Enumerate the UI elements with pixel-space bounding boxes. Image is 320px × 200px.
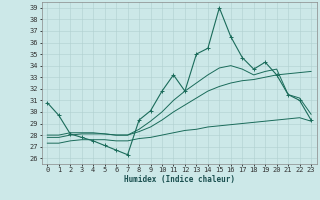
X-axis label: Humidex (Indice chaleur): Humidex (Indice chaleur) [124, 175, 235, 184]
